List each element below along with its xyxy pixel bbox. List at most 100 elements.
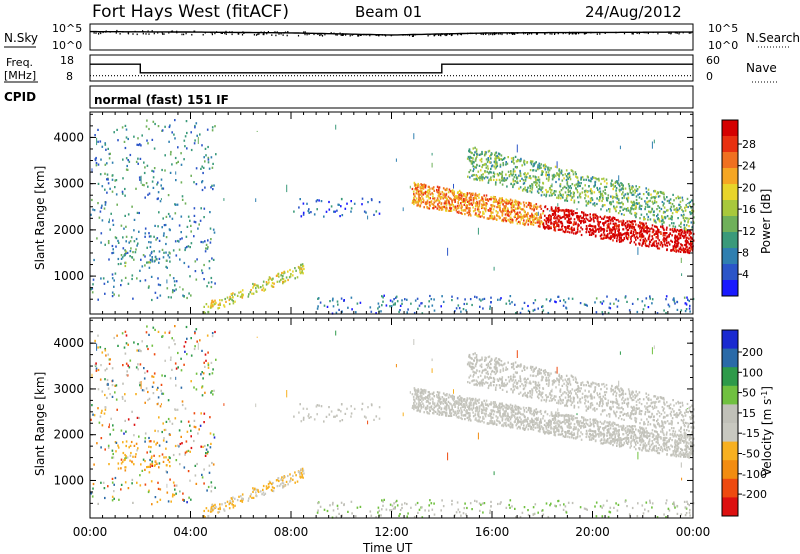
power-cell: [663, 228, 665, 232]
power-cell: [512, 160, 514, 163]
velocity-cell: [200, 445, 202, 448]
noise-sample: [690, 32, 692, 34]
power-cell: [476, 296, 478, 299]
velocity-cell: [179, 463, 181, 466]
noise-sample: [304, 33, 306, 36]
noise-sample: [471, 32, 473, 35]
power-cell: [204, 160, 206, 163]
power-cell: [527, 309, 530, 312]
noise-sample: [678, 32, 680, 35]
power-cell: [473, 161, 475, 164]
velocity-cell: [103, 487, 106, 490]
power-cell: [158, 211, 160, 214]
power-cell: [204, 186, 206, 189]
power-cell: [423, 206, 425, 209]
power-cell: [603, 233, 606, 236]
power-cell: [688, 202, 690, 205]
velocity-cell: [214, 486, 216, 489]
power-cell: [554, 217, 556, 220]
noise-sample: [604, 32, 606, 34]
power-cell: [106, 178, 108, 181]
velocity-cell: [271, 489, 274, 492]
power-cell: [431, 187, 433, 190]
power-cell: [164, 223, 167, 227]
power-cell: [635, 189, 638, 192]
power-cell: [516, 211, 519, 214]
power-cell: [531, 214, 533, 217]
power-cell: [375, 312, 377, 315]
power-cell: [606, 198, 608, 202]
power-cell: [599, 196, 601, 199]
power-cell: [641, 235, 643, 238]
power-cell: [91, 291, 94, 294]
power-cell: [164, 154, 166, 157]
power-cell: [91, 287, 94, 290]
power-cell: [519, 179, 521, 182]
power-cell: [514, 180, 516, 183]
velocity-cell: [172, 453, 175, 457]
power-cell: [665, 232, 668, 235]
power-cell: [593, 220, 595, 223]
power-cell: [649, 211, 652, 214]
velocity-cell: [151, 375, 153, 378]
power-cell: [200, 207, 202, 210]
velocity-cell: [208, 373, 211, 376]
power-cell: [674, 302, 676, 305]
power-cell: [473, 197, 475, 200]
power-cell: [530, 221, 532, 224]
power-cell: [658, 195, 661, 198]
power-cell: [644, 200, 646, 203]
power-cell: [494, 199, 497, 202]
power-cell: [554, 212, 557, 215]
power-cell: [518, 174, 520, 177]
power-cell: [487, 217, 490, 220]
noise-sample: [122, 31, 124, 33]
velocity-cell: [301, 475, 303, 478]
power-cell: [432, 186, 435, 189]
power-cell: [633, 234, 636, 237]
power-cell: [588, 185, 590, 188]
power-cell: [272, 277, 274, 280]
velocity-cell: [126, 370, 128, 373]
power-cell: [473, 173, 475, 177]
power-cell: [301, 269, 304, 272]
velocity-cell: [293, 415, 295, 418]
power-cell: [479, 159, 482, 162]
power-cell: [489, 178, 491, 181]
colorbar-tick-label: 8: [742, 247, 749, 260]
power-cell: [577, 218, 579, 221]
power-cell: [533, 164, 535, 167]
power-cell: [677, 250, 680, 253]
power-cell: [502, 177, 504, 180]
noise-sample: [427, 34, 429, 37]
power-cell: [565, 215, 568, 218]
velocity-cell: [169, 377, 172, 380]
power-cell: [148, 261, 151, 264]
velocity-cell: [193, 439, 195, 443]
power-cell: [638, 186, 641, 189]
power-cell: [606, 224, 609, 227]
power-cell: [597, 177, 600, 180]
power-cell: [502, 220, 505, 223]
power-cell: [131, 274, 134, 277]
power-cell: [669, 228, 672, 231]
velocity-cell: [177, 444, 179, 447]
power-cell: [663, 193, 665, 196]
velocity-cell: [453, 395, 455, 398]
power-cell: [139, 269, 141, 272]
power-cell: [413, 181, 416, 184]
velocity-cell: [108, 362, 111, 365]
power-cell: [452, 204, 454, 207]
velocity-cell: [210, 361, 213, 364]
power-cell: [340, 197, 343, 201]
power-cell: [630, 240, 632, 243]
power-cell: [190, 294, 192, 297]
power-cell: [477, 177, 480, 180]
velocity-cell: [165, 470, 167, 473]
power-cell: [562, 304, 565, 307]
power-cell: [576, 231, 578, 234]
power-cell: [608, 208, 610, 211]
power-cell: [144, 227, 147, 230]
power-cell: [489, 161, 491, 164]
velocity-cell: [134, 455, 137, 458]
